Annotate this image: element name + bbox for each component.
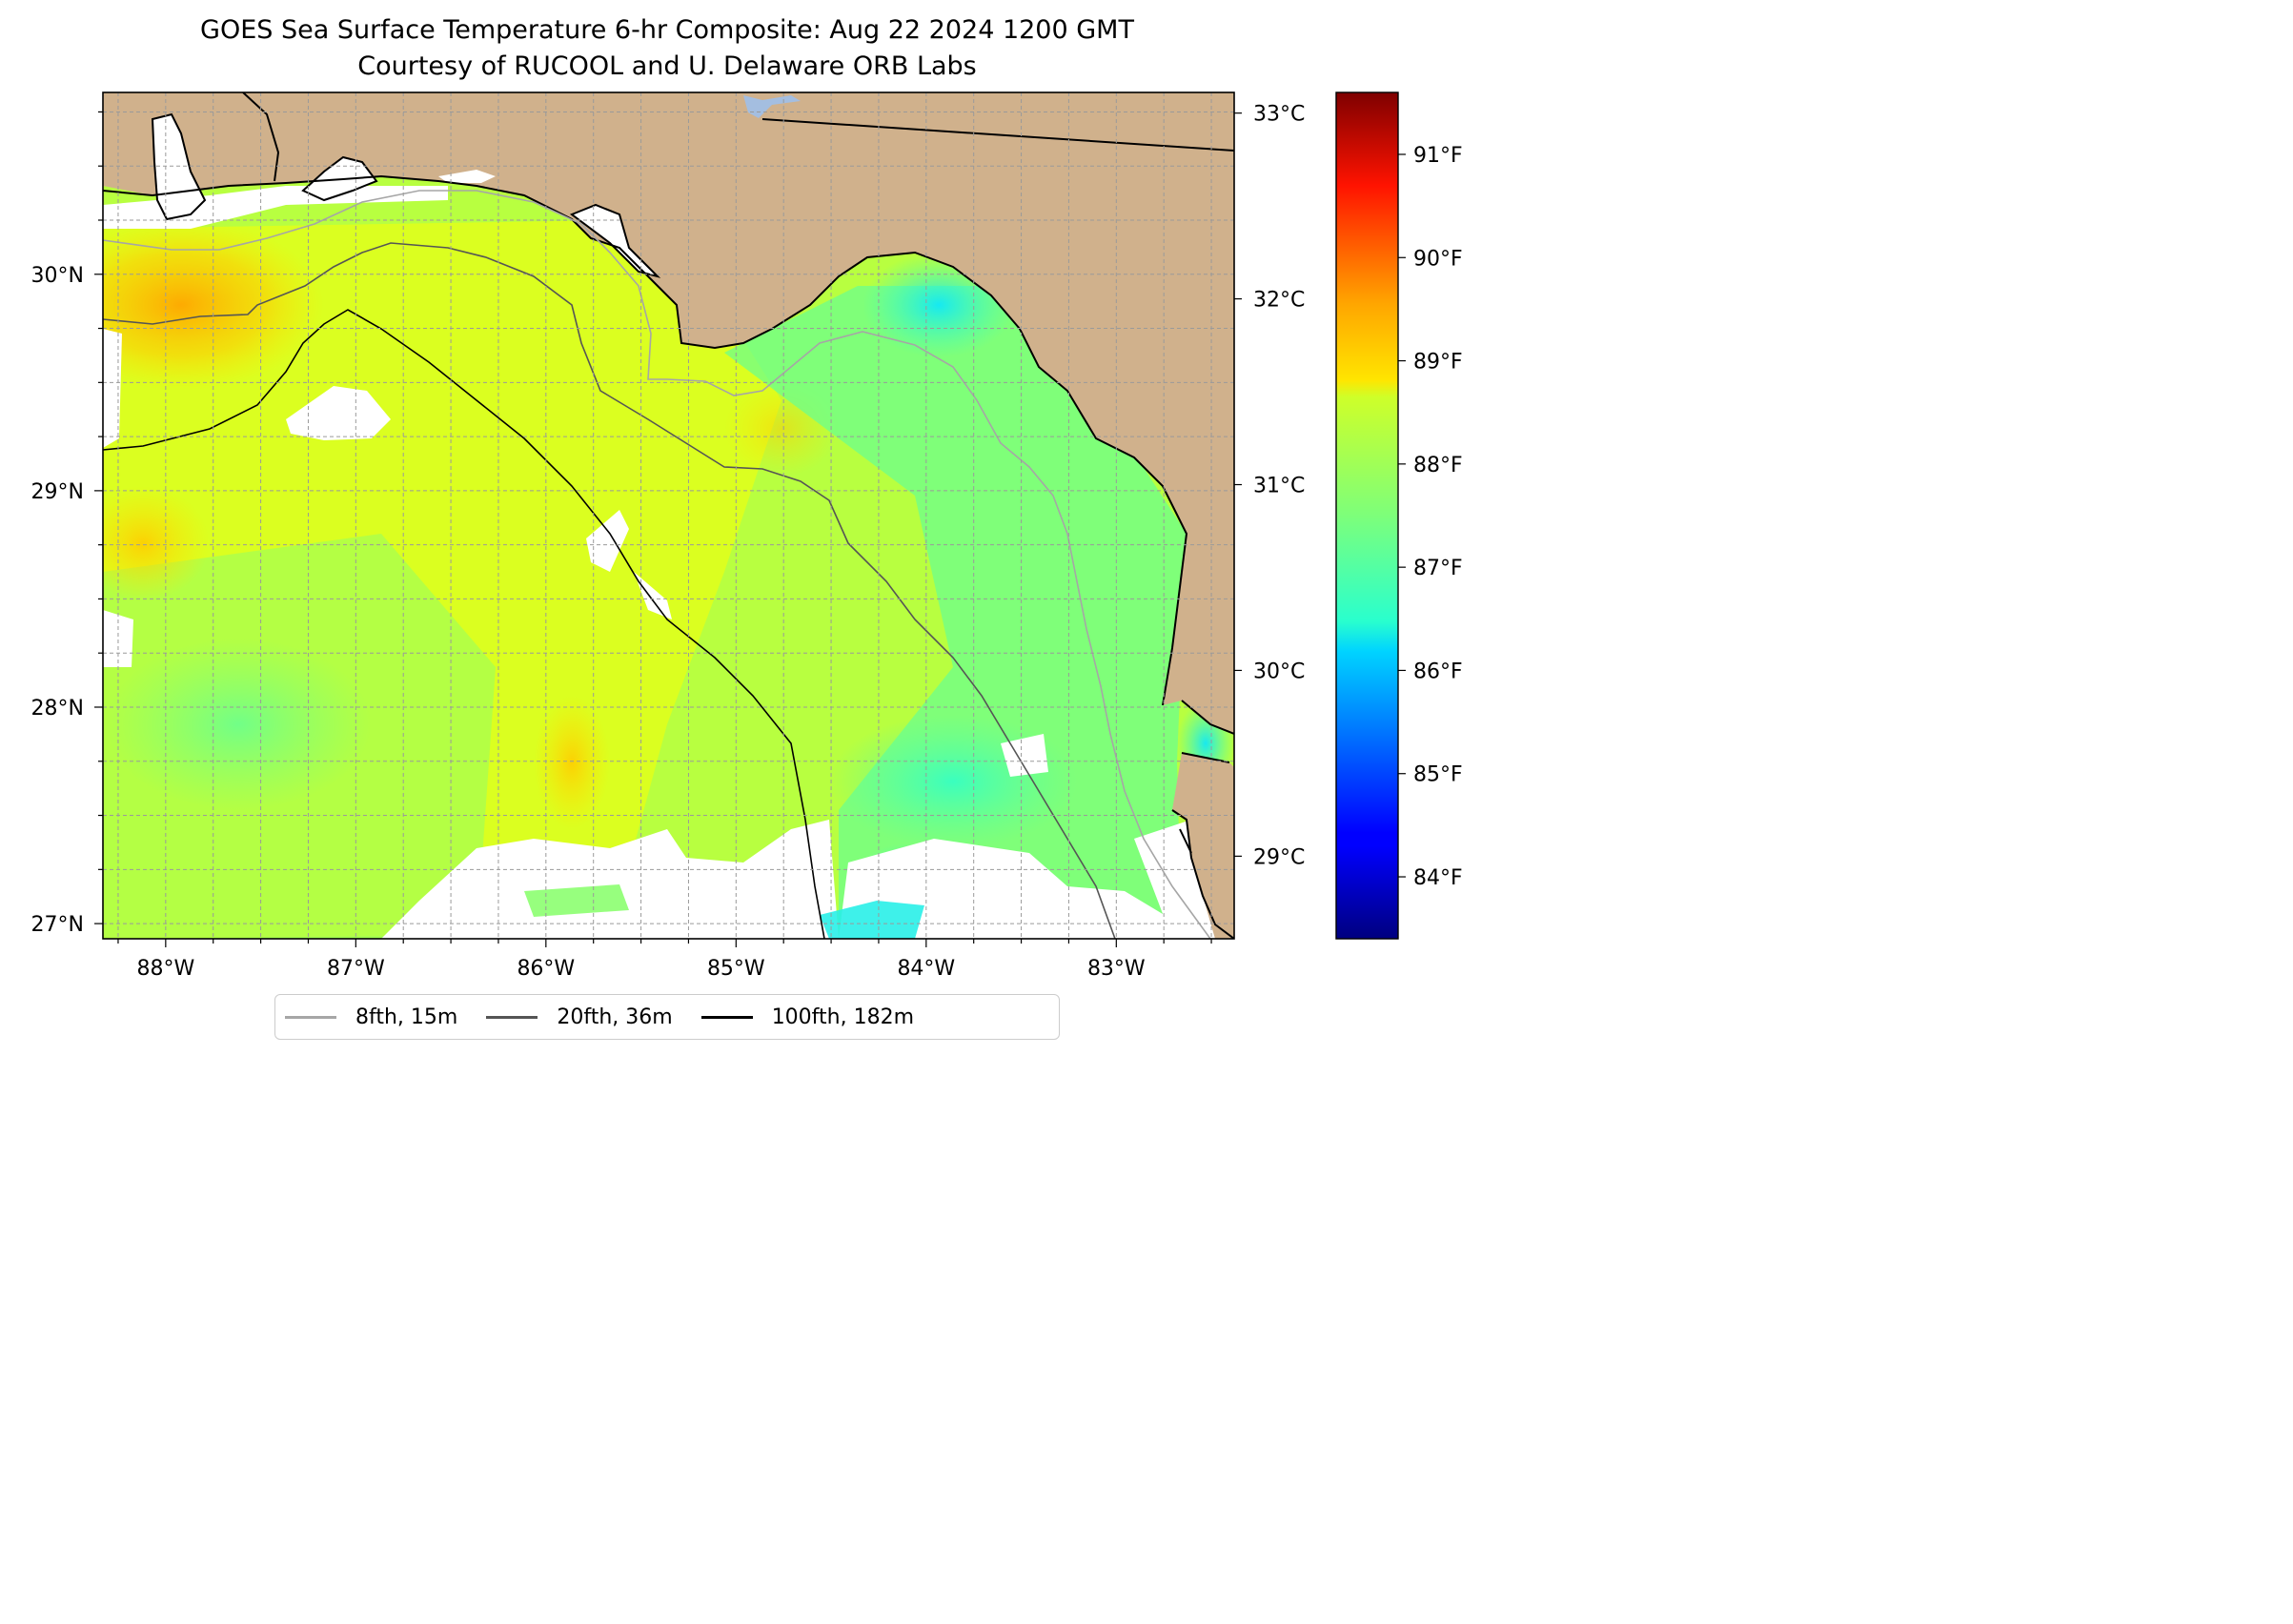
cb-f-tick-label: 86°F (1413, 660, 1463, 683)
lon-tick-label: 86°W (517, 957, 575, 981)
legend-label-8fth: 8fth, 15m (355, 1005, 458, 1029)
cb-c-tick-label: 33°C (1253, 103, 1305, 127)
lon-tick-label: 87°W (327, 957, 385, 981)
isobath-20fth (103, 242, 1116, 939)
cool-patch-sw (105, 639, 372, 810)
choctaw-bay (438, 170, 496, 183)
legend-swatch-100fth (700, 1015, 753, 1019)
map-frame (102, 91, 1235, 940)
sst-figure: GOES Sea Surface Temperature 6-hr Compos… (0, 0, 1494, 1052)
map-area (103, 92, 1234, 939)
isobath-8fth (103, 190, 1211, 939)
cb-f-tick-label: 90°F (1413, 247, 1463, 271)
cb-f-tick-label: 87°F (1413, 557, 1463, 580)
isobath-100fth (103, 309, 825, 939)
lon-tick-label: 83°W (1087, 957, 1146, 981)
lon-tick-label: 84°W (897, 957, 955, 981)
lat-tick-label: 28°N (31, 697, 84, 721)
cb-c-tick-label: 29°C (1253, 845, 1305, 869)
lon-tick-label: 88°W (136, 957, 194, 981)
lat-tick-label: 29°N (31, 480, 84, 504)
cb-f-tick-label: 88°F (1413, 454, 1463, 477)
cb-f-tick-label: 85°F (1413, 763, 1463, 787)
warm-patch-nw (103, 219, 324, 391)
figure-subtitle: Courtesy of RUCOOL and U. Delaware ORB L… (357, 51, 977, 81)
lat-tick-label: 30°N (31, 264, 84, 288)
cb-c-tick-label: 31°C (1253, 475, 1305, 498)
map-svg: 88°W 87°W 86°W 85°W 84°W 83°W 27°N 28°N 29°N 30°… (31, 91, 1463, 981)
lat-tick-label: 27°N (31, 913, 84, 937)
land-florida-panhandle (103, 92, 1234, 734)
colorbar-celsius-axis: 29°C 30°C 31°C 32°C 33°C (1234, 103, 1305, 869)
gridlines (103, 92, 1234, 939)
state-border (761, 118, 1234, 152)
legend-swatch-8fth (285, 1015, 336, 1019)
colorbar (1335, 91, 1399, 940)
no-data-areas (103, 186, 1234, 939)
warm-patch-s (534, 696, 610, 829)
cb-c-tick-label: 32°C (1253, 289, 1305, 313)
isobath-legend: 8fth, 15m 20fth, 36m 100fth, 182m (274, 994, 1060, 1040)
legend-swatch-20fth (486, 1015, 538, 1019)
legend-label-100fth: 100fth, 182m (771, 1005, 915, 1029)
lon-tick-label: 85°W (707, 957, 765, 981)
legend-label-20fth: 20fth, 36m (557, 1005, 673, 1029)
cb-f-tick-label: 89°F (1413, 351, 1463, 375)
cb-f-tick-label: 91°F (1413, 144, 1463, 168)
cb-c-tick-label: 30°C (1253, 660, 1305, 683)
figure-title: GOES Sea Surface Temperature 6-hr Compos… (200, 15, 1134, 45)
legend-item-100fth: 100fth, 182m (700, 1005, 915, 1029)
lake-seminole (743, 95, 801, 118)
latitude-axis: 27°N 28°N 29°N 30°N (31, 111, 103, 937)
legend-item-8fth: 8fth, 15m (285, 1005, 457, 1029)
warm-patch-w (103, 486, 210, 600)
legend-item-20fth: 20fth, 36m (486, 1005, 673, 1029)
colorbar-fahrenheit-axis: 84°F 85°F 86°F 87°F 88°F 89°F 90°F 91°F (1398, 144, 1463, 890)
cb-f-tick-label: 84°F (1413, 866, 1463, 890)
longitude-axis: 88°W 87°W 86°W 85°W 84°W 83°W (117, 939, 1212, 981)
sparse-data-south (524, 884, 924, 939)
land-florida-peninsula (1172, 753, 1234, 939)
